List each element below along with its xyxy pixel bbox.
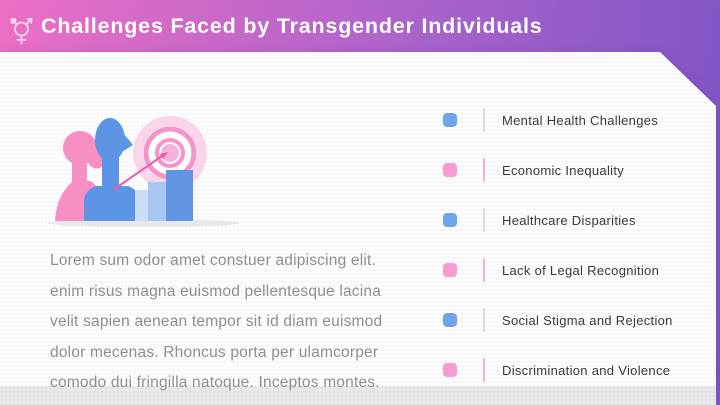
slide-title: Challenges Faced by Transgender Individu… (41, 13, 543, 38)
challenge-label: Economic Inequality (502, 162, 625, 178)
challenge-item: Social Stigma and Rejection (443, 295, 703, 345)
bottom-strip (0, 386, 716, 405)
challenge-item: Lack of Legal Recognition (443, 245, 703, 295)
bullet-square (443, 313, 457, 327)
challenge-label: Healthcare Disparities (502, 212, 636, 228)
bullet-square (443, 163, 457, 177)
divider-line (483, 358, 485, 382)
bullet-square (443, 213, 457, 227)
challenge-label: Mental Health Challenges (502, 112, 659, 128)
divider-line (483, 108, 485, 132)
body-paragraph: Lorem sum odor amet constuer adipiscing … (50, 252, 383, 391)
divider-line (483, 308, 485, 332)
challenge-item: Healthcare Disparities (443, 195, 703, 245)
male-silhouette (84, 118, 141, 221)
bar-chart-icon (135, 170, 193, 221)
divider-line (483, 258, 485, 282)
target-icon (133, 116, 207, 190)
content-card-wrap (0, 52, 716, 386)
challenge-label: Social Stigma and Rejection (502, 312, 673, 328)
slide-header: Challenges Faced by Transgender Individu… (0, 0, 720, 52)
challenge-item: Discrimination and Violence (443, 345, 703, 395)
challenge-label: Lack of Legal Recognition (502, 262, 660, 278)
divider-line (483, 158, 485, 182)
challenge-item: Economic Inequality (443, 145, 703, 195)
arrow-icon (112, 152, 168, 191)
challenge-label: Discrimination and Violence (502, 362, 671, 378)
bullet-square (443, 113, 457, 127)
gender-target-illustration (47, 116, 239, 227)
divider-line (483, 208, 485, 232)
challenge-item: Mental Health Challenges (443, 95, 703, 145)
challenges-list: Mental Health Challenges Economic Inequa… (443, 95, 703, 395)
content-card (0, 52, 716, 386)
bullet-square (443, 263, 457, 277)
transgender-icon (10, 18, 33, 45)
bullet-square (443, 363, 457, 377)
